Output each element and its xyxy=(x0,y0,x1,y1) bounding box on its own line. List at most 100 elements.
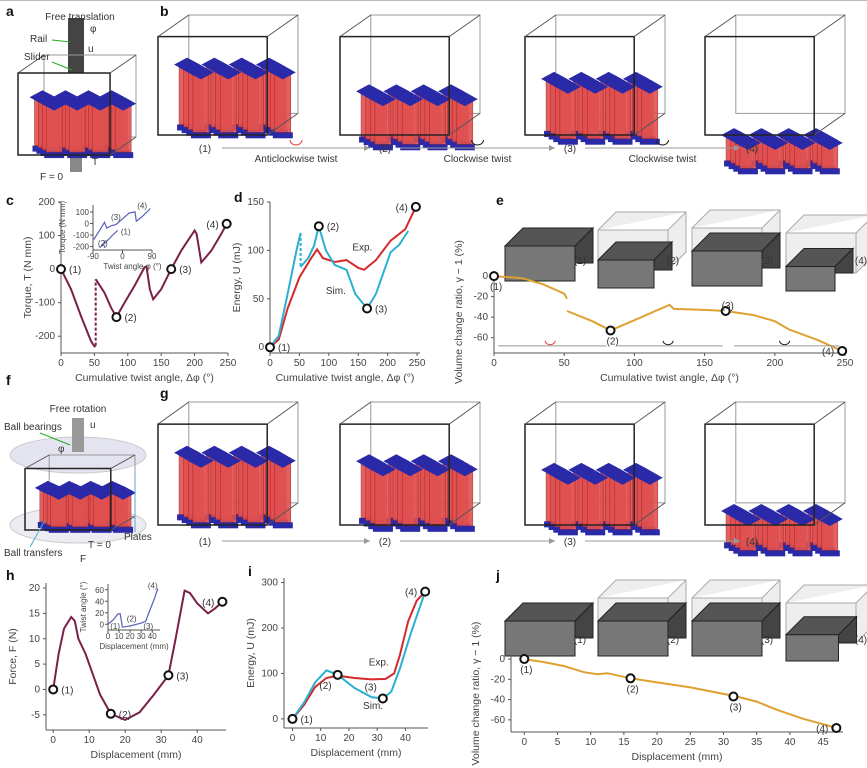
series-line xyxy=(52,589,224,722)
strut-column xyxy=(429,470,446,527)
torque-zero-label: T = 0 xyxy=(88,540,111,551)
state-label: (2) xyxy=(667,256,679,267)
y-tick-label: 20 xyxy=(29,583,41,594)
state-marker xyxy=(489,271,499,282)
x-tick-label: 0 xyxy=(521,737,527,748)
lattice-model xyxy=(157,14,299,139)
base-plate xyxy=(639,529,660,536)
state-label: (4) xyxy=(855,635,867,646)
x-tick-label: 150 xyxy=(696,358,713,369)
clockwise-icon xyxy=(656,139,669,146)
deformed-cube-front xyxy=(504,620,576,657)
y-tick-label: 0 xyxy=(49,264,55,275)
frame-edge xyxy=(704,423,815,526)
marker-label: (4) xyxy=(816,724,828,735)
x-tick-label: 200 xyxy=(766,358,783,369)
state-marker xyxy=(605,325,616,336)
x-tick-label: 30 xyxy=(156,735,168,746)
y-tick-label: 300 xyxy=(261,578,278,589)
base-plate xyxy=(113,526,134,533)
base-plate xyxy=(765,550,786,557)
frame-edge xyxy=(735,401,846,504)
series-line xyxy=(269,206,417,348)
y-tick-label: 10 xyxy=(29,634,41,645)
lattice-model xyxy=(157,401,299,529)
inset-y-label: Twist angle (°) xyxy=(79,581,88,632)
x-tick-label: 50 xyxy=(559,358,571,369)
marker-label: (3) xyxy=(375,304,387,315)
rail-pointer xyxy=(51,39,71,43)
frame-edge xyxy=(17,72,111,156)
frame-edge xyxy=(633,502,666,526)
ball-bearings-label: Ball bearings xyxy=(4,422,62,433)
y-tick-label: 0 xyxy=(258,342,264,353)
y-axis-label: Volume change ratio, γ − 1 (%) xyxy=(470,622,482,766)
y-tick-label: 50 xyxy=(253,294,265,305)
y-tick-label: -60 xyxy=(474,333,489,344)
y-tick-label: -100 xyxy=(35,298,55,309)
frame-edge xyxy=(157,35,268,136)
top-plate xyxy=(636,79,663,94)
deformed-cube-side xyxy=(574,601,594,639)
lattice-model xyxy=(17,54,137,159)
top-plate xyxy=(609,470,636,485)
frame-edge xyxy=(524,423,635,526)
x-tick-label: 25 xyxy=(685,737,697,748)
state-label: (1) xyxy=(574,256,586,267)
strut-column xyxy=(586,478,604,530)
frame-edge xyxy=(109,136,137,156)
inset-x-label: Displacement (mm) xyxy=(99,642,169,651)
panel-letter: d xyxy=(234,189,243,205)
base-plate xyxy=(612,138,633,145)
frame-edge xyxy=(339,401,372,425)
frame-edge xyxy=(266,401,299,425)
y-tick-label: 200 xyxy=(38,197,55,208)
x-tick-label: 10 xyxy=(84,735,96,746)
frame-edge xyxy=(157,423,268,526)
y-tick-label: -20 xyxy=(491,674,506,685)
frame-edge xyxy=(704,401,737,425)
lattice-model xyxy=(704,401,846,557)
marker-label: (2) xyxy=(319,681,331,692)
deformed-cube-front xyxy=(504,245,576,282)
y-axis-label: Energy, U (mJ) xyxy=(231,243,243,313)
x-tick-label: 30 xyxy=(137,632,146,641)
deformed-cube-side xyxy=(761,231,781,269)
base-plate xyxy=(400,525,421,532)
frame-edge xyxy=(735,14,846,114)
anticlockwise-icon xyxy=(289,139,303,146)
x-tick-label: 10 xyxy=(115,632,124,641)
top-plate xyxy=(67,485,94,500)
top-plate xyxy=(582,470,609,485)
inset-marker-label: (3) xyxy=(111,213,121,222)
marker-label: (4) xyxy=(396,203,408,214)
strut-column xyxy=(219,73,237,133)
top-plate xyxy=(215,65,242,80)
strut-column xyxy=(429,99,446,145)
x-tick-label: 250 xyxy=(220,358,237,369)
x-axis-label: Cumulative twist angle, Δφ (°) xyxy=(276,372,415,384)
state-label: (4) xyxy=(746,537,758,548)
top-plate xyxy=(187,65,214,80)
y-tick-label: 150 xyxy=(247,197,264,208)
exp-label: Exp. xyxy=(369,657,389,668)
marker-label: (3) xyxy=(179,265,191,276)
y-axis-label: Torque, T (N mm) xyxy=(22,237,34,319)
marker-label: (4) xyxy=(202,598,214,609)
x-tick-label: 150 xyxy=(153,358,170,369)
state-marker xyxy=(105,708,116,719)
state-marker xyxy=(217,596,228,607)
marker-label: (1) xyxy=(520,665,532,676)
exp-label: Exp. xyxy=(352,242,372,253)
sim-label: Sim. xyxy=(326,286,346,297)
clockwise-icon xyxy=(662,340,674,346)
frame-edge xyxy=(339,14,372,38)
state-marker xyxy=(362,303,373,314)
lattice-model xyxy=(339,14,481,151)
frame-edge xyxy=(17,54,45,74)
inset-marker-label: (2) xyxy=(127,614,137,623)
y-tick-label: -60 xyxy=(491,715,506,726)
inset-marker-label: (4) xyxy=(137,201,147,210)
inset-marker-label: (2) xyxy=(98,239,108,248)
x-tick-label: 40 xyxy=(400,733,412,744)
